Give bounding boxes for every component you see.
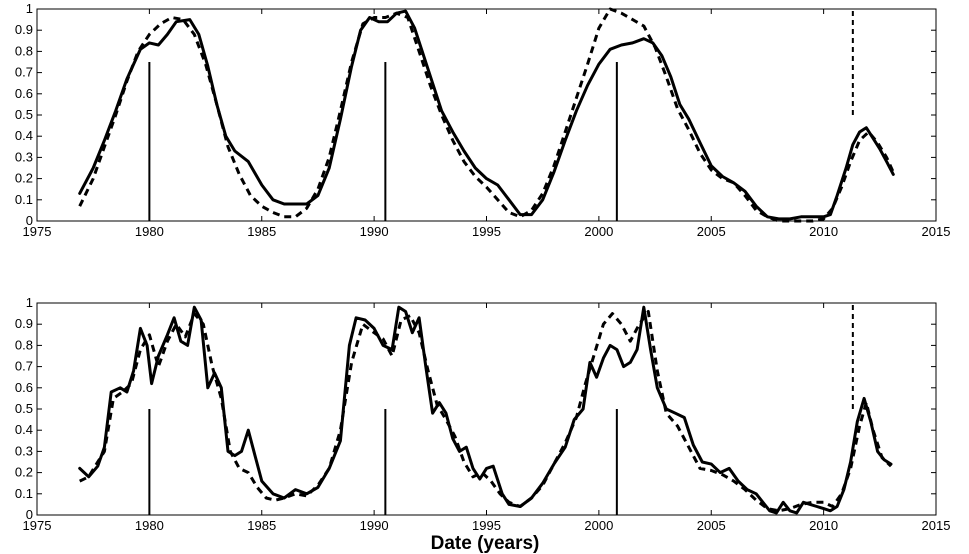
x-axis-label: Date (years) xyxy=(431,533,540,554)
y-tick-label: 0.8 xyxy=(15,337,33,352)
y-tick-label: 0.7 xyxy=(15,65,33,80)
y-tick-label: 0.5 xyxy=(15,107,33,122)
x-tick-label: 1990 xyxy=(360,518,389,533)
x-tick-label: 1975 xyxy=(23,224,52,239)
y-tick-label: 0.9 xyxy=(15,316,33,331)
top-panel: 0 0.1 0.2 0.3 0.4 0.5 0.6 0.7 0.8 0.9 1 1975 1980 198… xyxy=(15,1,951,239)
y-tick-label: 1 xyxy=(26,1,33,16)
x-tick-label: 1985 xyxy=(247,518,276,533)
series-line-dashed xyxy=(79,310,893,513)
series-line-solid xyxy=(78,305,893,515)
x-tick-label: 2010 xyxy=(809,518,838,533)
y-tick-label: 0.7 xyxy=(15,359,33,374)
x-tick-label: 1980 xyxy=(135,224,164,239)
x-tick-label: 1995 xyxy=(472,224,501,239)
x-tick-label: 2015 xyxy=(922,518,951,533)
y-tick-label: 0.3 xyxy=(15,149,33,164)
y-tick-label: 0.6 xyxy=(15,86,33,101)
y-tick-label: 0.4 xyxy=(15,422,33,437)
x-tick-label: 1995 xyxy=(472,518,501,533)
y-tick-label: 0.9 xyxy=(15,22,33,37)
y-tick-label: 0.4 xyxy=(15,128,33,143)
y-tick-label: 0.6 xyxy=(15,380,33,395)
series-line-dashed xyxy=(78,7,895,223)
y-tick-label: 0.3 xyxy=(15,443,33,458)
x-tick-label: 2000 xyxy=(584,224,613,239)
x-tick-label: 2005 xyxy=(697,224,726,239)
y-tick-label: 0.5 xyxy=(15,401,33,416)
plot-frame xyxy=(36,302,937,516)
x-tick-label: 1975 xyxy=(23,518,52,533)
y-tick-label: 0 xyxy=(26,507,33,522)
x-tick-label: 1985 xyxy=(247,224,276,239)
bottom-panel: 0 0.1 0.2 0.3 0.4 0.5 0.6 0.7 0.8 0.9 1 1975 1980 198… xyxy=(15,295,951,533)
x-tick-label: 1990 xyxy=(360,224,389,239)
y-tick-label: 0.2 xyxy=(15,465,33,480)
y-tick-label: 0.8 xyxy=(15,43,33,58)
x-tick-label: 1980 xyxy=(135,518,164,533)
y-tick-label: 0.1 xyxy=(15,486,33,501)
x-tick-label: 2015 xyxy=(922,224,951,239)
y-tick-label: 0.1 xyxy=(15,192,33,207)
x-tick-label: 2010 xyxy=(809,224,838,239)
x-tick-label: 2005 xyxy=(697,518,726,533)
y-tick-label: 0.2 xyxy=(15,171,33,186)
y-tick-label: 1 xyxy=(26,295,33,310)
x-tick-label: 2000 xyxy=(584,518,613,533)
y-tick-label: 0 xyxy=(26,213,33,228)
